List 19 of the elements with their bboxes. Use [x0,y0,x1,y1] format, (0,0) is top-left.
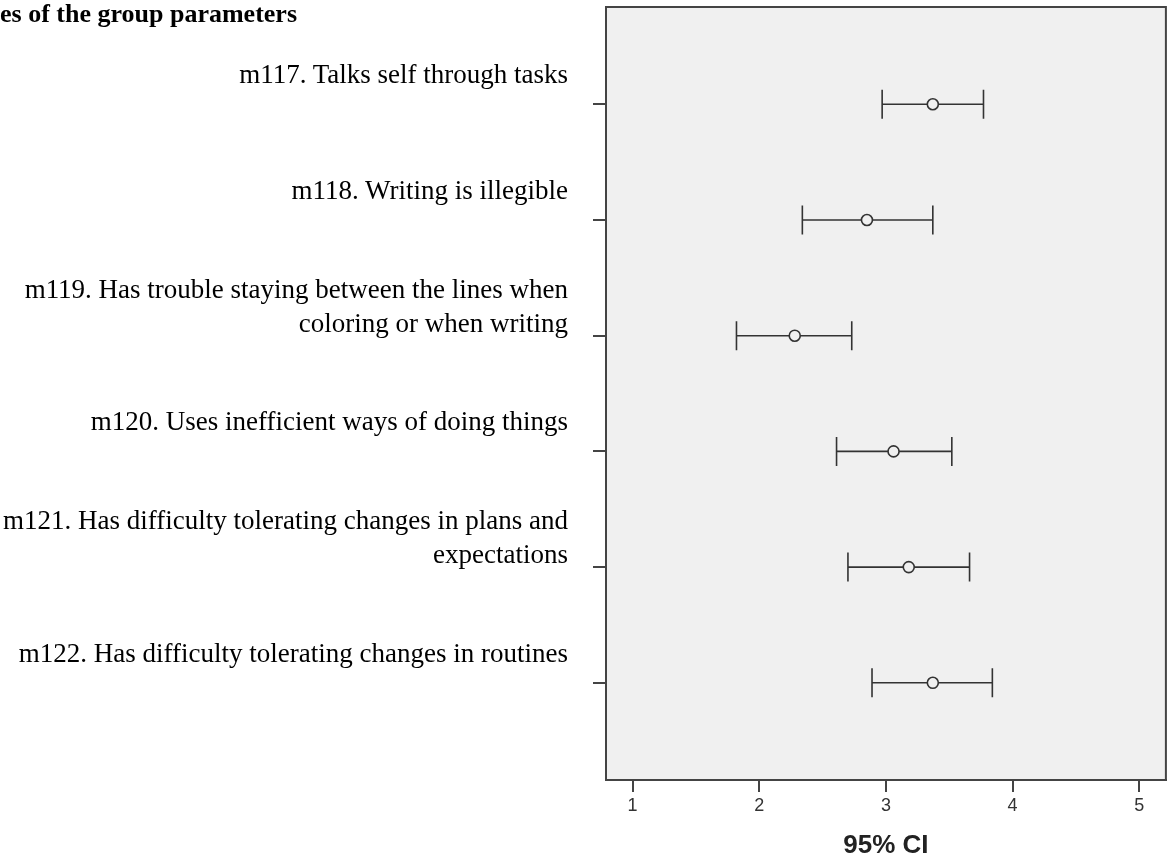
x-axis-title: 95% CI [843,828,929,859]
y-tick-label: m120. Uses inefficient ways of doing things [90,406,568,437]
point [887,445,900,458]
x-tick-label: 1 [627,794,638,815]
point [926,97,940,111]
y-tick-label: m122. Has difficulty tolerating changes in routines [18,637,568,668]
y-tick-label: m118. Writing is illegible [291,175,568,206]
point [860,213,874,227]
x-tick-label: 3 [880,794,891,815]
x-tick-label: 5 [1134,794,1145,815]
text: es of the group parameters [0,0,298,28]
x-tick-label: 2 [754,794,765,815]
point [926,676,940,690]
point [788,329,802,342]
y-tick-label: m117. Talks self through tasks [239,59,568,90]
y-tick-label: m119. Has trouble staying between the lines when coloring or when writing [24,273,569,339]
y-tick-label: m121. Has difficulty tolerating changes in plans and expectations [3,504,569,570]
point [902,560,916,574]
x-tick-label: 4 [1007,794,1018,815]
